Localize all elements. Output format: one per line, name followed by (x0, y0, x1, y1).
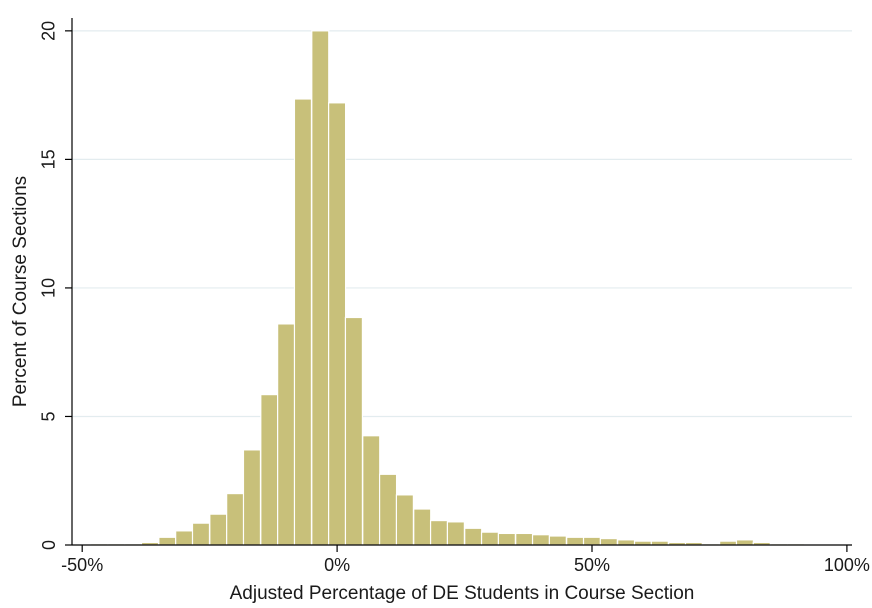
histogram-bar (548, 535, 567, 546)
histogram-bar (209, 513, 228, 546)
gridlines (72, 30, 852, 418)
y-tick-label: 5 (39, 411, 59, 421)
histogram-bar (260, 394, 279, 546)
x-tick-label: -50% (61, 555, 103, 575)
histogram-bar (735, 539, 755, 546)
x-tick-label: 100% (824, 555, 870, 575)
y-tick-label: 0 (39, 540, 59, 550)
histogram-bar (395, 494, 414, 546)
histogram-bar (480, 531, 500, 546)
histogram-bar (293, 98, 313, 546)
y-axis-title: Percent of Course Sections (10, 176, 31, 407)
histogram-bar (378, 473, 398, 546)
histogram-bar (191, 522, 211, 546)
histogram-bar (599, 537, 618, 546)
y-axis-ticks: 0 5 10 15 20 (39, 21, 72, 550)
histogram-bar (413, 508, 432, 546)
y-tick-label: 20 (39, 21, 59, 41)
x-axis-title: Adjusted Percentage of DE Students in Co… (230, 583, 695, 604)
histogram-bar (242, 449, 262, 546)
histogram-bar (328, 102, 347, 546)
histogram-bar (175, 530, 194, 546)
histogram-bar (464, 527, 483, 546)
histogram-bar (277, 323, 296, 546)
x-axis-ticks: -50% 0% 50% 100% (61, 545, 870, 575)
y-tick-label: 15 (39, 149, 59, 169)
histogram-bar (226, 492, 245, 546)
histogram-bar (617, 539, 636, 546)
x-tick-label: 50% (574, 555, 610, 575)
x-tick-label: 0% (324, 555, 350, 575)
y-tick-label: 10 (39, 278, 59, 298)
histogram-bar (582, 536, 602, 546)
histogram-bar (158, 536, 177, 546)
axes (71, 18, 852, 546)
histogram-bar (311, 30, 330, 546)
histogram-bar (344, 316, 364, 546)
histogram-bar (497, 532, 516, 546)
histogram-bar (566, 536, 585, 546)
histogram-bar (446, 521, 465, 546)
histogram-bar (515, 532, 534, 546)
histogram-bar (362, 435, 381, 546)
histogram-bar (531, 534, 551, 546)
histogram-bars (89, 30, 806, 546)
histogram-bar (429, 519, 449, 546)
